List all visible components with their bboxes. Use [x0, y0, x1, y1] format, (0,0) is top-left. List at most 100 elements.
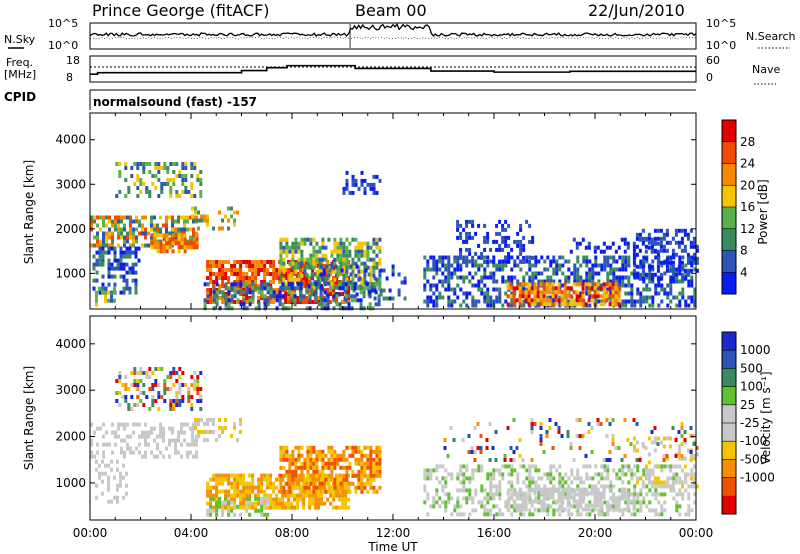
heatmap-cell	[95, 298, 98, 303]
heatmap-cell	[569, 286, 573, 291]
heatmap-cell	[162, 223, 165, 228]
heatmap-cell	[623, 507, 627, 512]
heatmap-cell	[486, 476, 490, 481]
heatmap-cell	[621, 472, 625, 477]
heatmap-cell	[279, 473, 283, 478]
heatmap-cell	[465, 476, 469, 481]
heatmap-cell	[153, 426, 156, 431]
heatmap-cell	[600, 472, 604, 477]
heatmap-cell	[196, 375, 200, 379]
heatmap-cell	[344, 497, 348, 502]
heatmap-cell	[681, 255, 685, 260]
heatmap-cell	[660, 508, 664, 513]
heatmap-cell	[429, 476, 433, 481]
heatmap-cell	[236, 504, 240, 509]
heatmap-cell	[659, 272, 663, 277]
heatmap-cell	[666, 295, 670, 300]
heatmap-cell	[539, 290, 543, 295]
y-tick-label: 4000	[55, 337, 86, 351]
noise-right-tick-top: 10^5	[706, 17, 736, 30]
heatmap-cell	[566, 503, 570, 508]
heatmap-cell	[647, 264, 651, 269]
heatmap-cell	[385, 276, 389, 281]
heatmap-cell	[342, 253, 346, 258]
heatmap-cell	[193, 383, 197, 387]
heatmap-cell	[288, 457, 292, 462]
heatmap-cell	[582, 259, 586, 264]
heatmap-cell	[108, 243, 111, 248]
heatmap-cell	[101, 290, 104, 295]
heatmap-cell	[515, 495, 519, 500]
heatmap-cell	[548, 491, 552, 496]
heatmap-cell	[332, 292, 336, 296]
heatmap-cell	[351, 453, 355, 458]
heatmap-cell	[486, 500, 490, 505]
heatmap-cell	[423, 283, 427, 288]
heatmap-cell	[653, 240, 657, 245]
heatmap-cell	[180, 454, 183, 459]
heatmap-cell	[248, 260, 252, 264]
heatmap-cell	[624, 472, 628, 477]
heatmap-cell	[248, 481, 252, 486]
heatmap-cell	[263, 302, 267, 307]
heatmap-cell	[504, 500, 508, 505]
heatmap-cell	[683, 476, 687, 481]
heatmap-cell	[285, 481, 289, 486]
heatmap-cell	[606, 472, 610, 477]
heatmap-cell	[663, 484, 667, 489]
heatmap-cell	[486, 239, 490, 244]
heatmap-cell	[636, 464, 640, 469]
heatmap-cell	[282, 489, 286, 494]
heatmap-cell	[300, 253, 304, 258]
heatmap-cell	[145, 371, 149, 375]
colorbar-tick-label: -100	[740, 434, 767, 448]
heatmap-cell	[563, 298, 567, 303]
heatmap-cell	[260, 294, 264, 299]
heatmap-cell	[111, 239, 114, 244]
heatmap-cell	[471, 219, 475, 224]
heatmap-cell	[215, 290, 219, 295]
heatmap-cell	[357, 241, 361, 246]
heatmap-cell	[308, 497, 312, 502]
heatmap-cell	[224, 268, 228, 272]
heatmap-cell	[339, 453, 343, 458]
heatmap-cell	[539, 422, 543, 426]
heatmap-cell	[474, 303, 478, 308]
heatmap-cell	[150, 450, 153, 455]
heatmap-cell	[221, 512, 225, 517]
heatmap-cell	[287, 497, 291, 502]
heatmap-cell	[242, 477, 246, 482]
heatmap-cell	[284, 501, 288, 506]
heatmap-cell	[150, 235, 153, 240]
heatmap-cell	[632, 418, 636, 422]
heatmap-cell	[501, 247, 505, 252]
heatmap-cell	[654, 508, 658, 513]
heatmap-cell	[599, 503, 603, 508]
heatmap-cell	[615, 496, 619, 501]
heatmap-cell	[239, 418, 242, 422]
heatmap-cell	[257, 286, 261, 291]
heatmap-cell	[101, 254, 105, 259]
heatmap-cell	[642, 295, 646, 300]
heatmap-cell	[302, 473, 306, 478]
heatmap-cell	[644, 472, 648, 477]
heatmap-cell	[324, 465, 328, 470]
heatmap-cell	[614, 249, 618, 254]
heatmap-cell	[98, 258, 102, 263]
heatmap-cell	[302, 276, 306, 280]
heatmap-cell	[372, 489, 376, 494]
heatmap-cell	[507, 259, 511, 264]
heatmap-cell	[554, 294, 558, 299]
heatmap-cell	[95, 278, 99, 283]
heatmap-cell	[578, 241, 582, 246]
heatmap-cell	[181, 371, 185, 375]
heatmap-cell	[156, 241, 160, 246]
heatmap-cell	[245, 493, 249, 498]
heatmap-cell	[602, 282, 606, 287]
heatmap-cell	[122, 278, 126, 283]
heatmap-cell	[459, 480, 463, 485]
heatmap-cell	[567, 512, 571, 517]
heatmap-cell	[617, 495, 621, 500]
heatmap-cell	[369, 273, 373, 278]
heatmap-cell	[333, 481, 337, 486]
